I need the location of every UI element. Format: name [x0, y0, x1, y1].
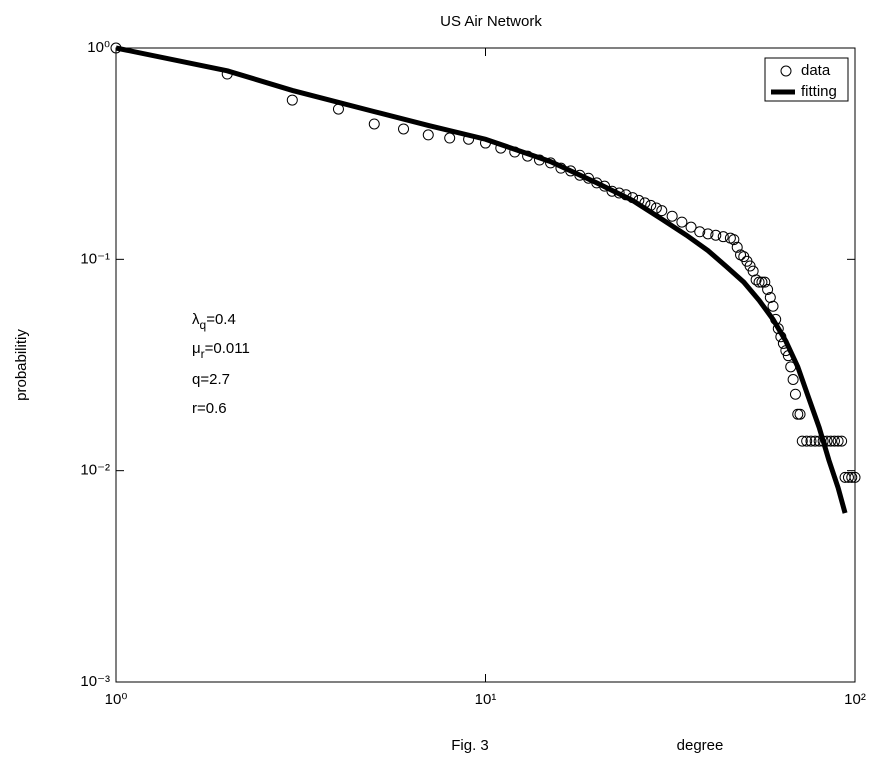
annotation-subscript: r — [201, 347, 205, 361]
data-point — [828, 435, 840, 447]
annotation-symbol: μ — [192, 340, 201, 357]
x-tick-label: 10¹ — [475, 691, 497, 708]
data-point — [656, 205, 668, 217]
data-point — [787, 374, 799, 386]
data-point — [750, 274, 762, 286]
data-point — [368, 118, 380, 130]
annotation: q=2.7 — [192, 371, 230, 388]
annotation-text: r=0.6 — [192, 400, 227, 417]
data-point — [846, 471, 858, 483]
annotation-symbol: λ — [192, 311, 200, 328]
data-point — [666, 210, 678, 222]
caption: Fig. 3 — [451, 737, 489, 754]
data-point — [702, 228, 714, 240]
data-point — [832, 435, 844, 447]
annotation-text: =0.4 — [206, 311, 236, 328]
data-point — [805, 435, 817, 447]
data-point — [836, 435, 848, 447]
data-point — [444, 132, 456, 144]
y-tick-label: 10⁻³ — [80, 673, 110, 690]
annotation-text: q=2.7 — [192, 371, 230, 388]
annotation-text: =0.011 — [205, 340, 250, 357]
chart-title: US Air Network — [440, 13, 542, 30]
y-tick-label: 10⁻¹ — [80, 250, 110, 267]
data-point — [794, 408, 806, 420]
annotation-subscript: q — [200, 318, 207, 332]
data-point — [676, 216, 688, 228]
data-point — [710, 229, 722, 241]
y-tick-label: 10⁰ — [87, 39, 110, 56]
x-tick-label: 10² — [844, 691, 866, 708]
data-point — [694, 226, 706, 238]
data-point — [767, 300, 779, 312]
data-point — [753, 276, 765, 288]
annotation: μr=0.011 — [192, 340, 250, 361]
plot-frame — [115, 47, 856, 683]
data-point — [398, 123, 410, 135]
annotation: λq=0.4 — [192, 311, 236, 332]
data-point — [809, 435, 821, 447]
data-point — [685, 221, 697, 233]
legend-label: data — [801, 62, 831, 79]
data-point — [842, 471, 854, 483]
x-axis-label: degree — [677, 737, 724, 754]
data-point — [792, 408, 804, 420]
y-tick-label: 10⁻² — [80, 462, 110, 479]
data-point — [849, 471, 861, 483]
data-point — [286, 94, 298, 106]
annotation: r=0.6 — [192, 400, 227, 417]
data-point — [717, 231, 729, 243]
data-point — [759, 276, 771, 288]
fit-line — [115, 45, 848, 514]
data-point — [801, 435, 813, 447]
data-point — [762, 283, 774, 295]
legend-marker — [780, 65, 792, 77]
y-axis-label: probabilitiy — [13, 329, 30, 401]
legend-label: fitting — [801, 83, 837, 100]
data-point — [756, 276, 768, 288]
data-point — [728, 234, 740, 246]
x-tick-label: 10⁰ — [105, 691, 128, 708]
data-point — [731, 241, 743, 253]
data-point — [796, 435, 808, 447]
data-point — [422, 129, 434, 141]
data-point — [789, 388, 801, 400]
